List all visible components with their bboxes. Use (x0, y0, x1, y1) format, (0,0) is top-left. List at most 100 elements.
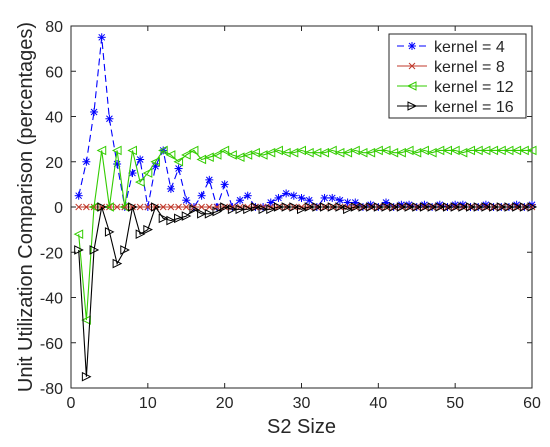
data-point (450, 145, 460, 156)
data-point (113, 203, 121, 211)
data-point (166, 215, 177, 226)
data-point (458, 202, 468, 212)
data-point (188, 145, 199, 156)
data-point (289, 202, 299, 212)
legend-marker (406, 81, 417, 91)
data-point (411, 147, 422, 158)
data-point (82, 157, 91, 166)
data-point (343, 198, 352, 207)
data-point (81, 371, 92, 382)
y-tick-label: 40 (45, 110, 63, 127)
data-point (365, 147, 376, 158)
x-tick-label: 60 (523, 395, 541, 412)
data-point (136, 203, 144, 211)
legend-item: kernel = 16 (397, 99, 514, 116)
data-point (466, 202, 476, 212)
data-point (81, 315, 91, 325)
data-point (257, 150, 268, 160)
data-point (320, 193, 329, 202)
series-4 (74, 202, 538, 382)
data-point (136, 155, 145, 164)
data-point (273, 202, 284, 212)
data-point (496, 202, 507, 212)
data-point (104, 202, 114, 212)
data-point (74, 245, 84, 255)
data-point (227, 204, 238, 215)
data-point (273, 145, 283, 156)
data-point (182, 196, 191, 205)
data-point (304, 202, 315, 212)
data-point (419, 202, 430, 212)
data-point (335, 196, 344, 205)
data-point (243, 191, 252, 200)
data-point (412, 202, 422, 212)
data-point (288, 147, 299, 158)
data-point (426, 147, 437, 158)
series-3 (73, 145, 537, 325)
y-tick-label: 60 (45, 64, 63, 81)
x-tick-label: 10 (139, 395, 157, 412)
data-point (327, 145, 337, 156)
x-tick-label: 50 (446, 395, 464, 412)
data-point (404, 202, 415, 212)
data-point (335, 202, 346, 212)
data-point (75, 203, 83, 211)
data-point (234, 152, 245, 163)
legend-marker (408, 42, 416, 50)
data-point (403, 145, 414, 156)
data-point (97, 33, 106, 42)
y-axis-label: Unit Utilization Comparison (percentages… (15, 22, 37, 392)
data-point (373, 202, 384, 212)
data-point (111, 145, 122, 156)
data-point (289, 191, 298, 200)
data-point (143, 224, 153, 235)
data-point (243, 204, 253, 215)
data-point (150, 156, 161, 167)
legend-marker (408, 62, 416, 70)
legend-marker (407, 101, 418, 111)
data-point (182, 203, 190, 211)
x-tick-label: 20 (216, 395, 234, 412)
data-point (258, 204, 269, 215)
data-point (296, 145, 306, 156)
data-point (127, 202, 138, 212)
data-point (220, 202, 230, 212)
data-point (181, 211, 192, 221)
data-point (320, 202, 330, 212)
data-point (442, 202, 453, 212)
data-point (427, 202, 438, 212)
data-point (450, 202, 461, 212)
data-point (159, 203, 167, 211)
data-point (158, 145, 168, 156)
series-line (78, 37, 533, 209)
data-point (96, 145, 107, 156)
data-point (343, 204, 353, 215)
data-point (97, 202, 107, 212)
legend-label: kernel = 4 (434, 39, 505, 56)
data-point (219, 145, 230, 156)
data-point (166, 184, 175, 193)
data-point (211, 150, 222, 160)
y-tick-label: -60 (40, 336, 63, 353)
data-point (519, 202, 530, 212)
data-point (481, 202, 492, 212)
data-point (419, 145, 429, 156)
data-point (342, 147, 353, 158)
data-point (105, 114, 114, 123)
data-point (175, 203, 182, 211)
data-point (74, 191, 83, 200)
data-point (197, 191, 206, 200)
data-point (127, 145, 137, 156)
data-point (366, 202, 376, 212)
data-point (198, 203, 205, 211)
data-point (204, 152, 214, 163)
x-tick-label: 30 (293, 395, 311, 412)
data-point (274, 193, 283, 202)
data-point (205, 203, 213, 211)
data-point (242, 150, 253, 160)
data-point (350, 202, 361, 212)
data-point (473, 202, 484, 212)
data-point (189, 204, 200, 215)
data-point (396, 147, 406, 158)
series-layer (73, 33, 538, 382)
